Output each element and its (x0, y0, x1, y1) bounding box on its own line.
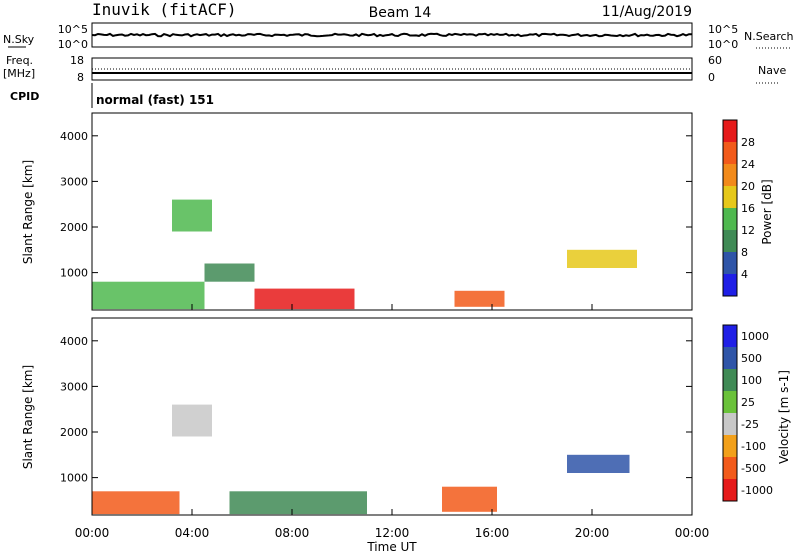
colorbar-tick-label: 4 (741, 268, 748, 281)
x-tick-label: 04:00 (175, 526, 210, 540)
colorbar-segment (723, 142, 737, 164)
nsearch-axis-lo: 10^0 (708, 38, 738, 51)
y-tick-label: 3000 (60, 380, 88, 393)
colorbar-segment (723, 186, 737, 208)
colorbar-tick-label: 24 (741, 158, 755, 171)
freq-axis-hi: 18 (70, 54, 84, 67)
colorbar-segment (723, 457, 737, 479)
power-panel: 1000 2000 3000 4000 Slant Range [km] 4 8 12 16… (21, 112, 774, 311)
site-title: Inuvik (fitACF) (92, 0, 237, 19)
nsky-panel: N.Sky 10^5 10^0 10^5 10^0 N.Search (3, 22, 794, 51)
cpid-value: normal (fast) 151 (96, 93, 214, 107)
scatter-region (254, 288, 355, 310)
colorbar-segment (723, 391, 737, 413)
scatter-region (204, 263, 255, 282)
nsearch-label: N.Search (744, 30, 794, 43)
colorbar-tick-label: 12 (741, 224, 755, 237)
nave-label: Nave (758, 64, 786, 77)
velocity-colorbar-label: Velocity [m s-1] (777, 370, 791, 464)
scatter-region (92, 491, 180, 515)
nsky-axis-hi: 10^5 (58, 23, 88, 36)
y-tick-label: 3000 (60, 175, 88, 188)
colorbar-tick-label: 8 (741, 246, 748, 259)
scatter-region (172, 199, 212, 232)
velocity-heatmap (92, 404, 630, 515)
x-tick-label: 00:00 (75, 526, 110, 540)
colorbar-tick-label: 100 (741, 374, 762, 387)
power-ylabel: Slant Range [km] (21, 160, 35, 264)
freq-axis-lo: 8 (77, 71, 84, 84)
colorbar-segment (723, 274, 737, 296)
y-tick-label: 2000 (60, 221, 88, 234)
date-label: 11/Aug/2019 (602, 4, 692, 20)
colorbar-tick-label: -500 (741, 462, 766, 475)
nsky-axis-lo: 10^0 (58, 38, 88, 51)
colorbar-tick-label: 28 (741, 136, 755, 149)
nsearch-axis-hi: 10^5 (708, 23, 738, 36)
colorbar-segment (723, 413, 737, 435)
colorbar-segment (723, 252, 737, 274)
freq-label: Freq. (6, 54, 33, 67)
scatter-region (172, 404, 212, 437)
colorbar-tick-label: 500 (741, 352, 762, 365)
scatter-region (567, 454, 630, 473)
y-tick-label: 1000 (60, 267, 88, 280)
nave-axis-lo: 0 (708, 71, 715, 84)
colorbar-frame (722, 324, 738, 502)
colorbar-segment (723, 435, 737, 457)
colorbar-segment (723, 347, 737, 369)
colorbar-segment (723, 369, 737, 391)
nsky-label: N.Sky (3, 33, 35, 46)
colorbar-segment (723, 164, 737, 186)
x-axis-label: Time UT (366, 540, 417, 554)
y-tick-label: 4000 (60, 130, 88, 143)
scatter-region (442, 486, 497, 512)
y-tick-label: 4000 (60, 335, 88, 348)
scatter-region (567, 249, 637, 268)
y-tick-label: 2000 (60, 426, 88, 439)
colorbar-segment (723, 325, 737, 347)
y-tick-label: 1000 (60, 472, 88, 485)
x-tick-label: 20:00 (575, 526, 610, 540)
cpid-label: CPID (10, 90, 39, 103)
velocity-ylabel: Slant Range [km] (21, 365, 35, 469)
colorbar-segment (723, 208, 737, 230)
scatter-region (92, 281, 205, 310)
nsky-trace (91, 32, 693, 38)
colorbar-tick-label: 16 (741, 202, 755, 215)
freq-panel: Freq. [MHz] 18 8 60 0 Nave (3, 54, 786, 84)
power-colorbar-label: Power [dB] (760, 179, 774, 244)
colorbar-tick-label: -1000 (741, 484, 773, 497)
power-y-axis: 1000 2000 3000 4000 (60, 130, 692, 280)
colorbar-segment (723, 120, 737, 142)
freq-unit: [MHz] (3, 67, 35, 80)
x-tick-label: 12:00 (375, 526, 410, 540)
power-colorbar: 4 8 12 16 20 24 28 (722, 119, 755, 297)
colorbar-frame (722, 119, 738, 297)
nave-axis-hi: 60 (708, 54, 722, 67)
time-x-axis: 00:00 04:00 08:00 12:00 16:00 20:00 00:00 (75, 304, 710, 540)
velocity-y-axis: 1000 2000 3000 4000 (60, 335, 692, 485)
beam-label: Beam 14 (369, 5, 432, 21)
colorbar-tick-label: -25 (741, 418, 759, 431)
velocity-colorbar: -1000 -500 -100 -25 25 100 500 1000 (722, 324, 773, 502)
power-heatmap (92, 199, 637, 310)
colorbar-tick-label: 20 (741, 180, 755, 193)
colorbar-tick-label: 1000 (741, 330, 769, 343)
colorbar-tick-label: -100 (741, 440, 766, 453)
scatter-region (229, 491, 367, 515)
scatter-region (454, 290, 505, 307)
colorbar-segment (723, 230, 737, 252)
x-tick-label: 00:00 (675, 526, 710, 540)
colorbar-tick-label: 25 (741, 396, 755, 409)
x-tick-label: 08:00 (275, 526, 310, 540)
x-tick-label: 16:00 (475, 526, 510, 540)
colorbar-segment (723, 479, 737, 501)
